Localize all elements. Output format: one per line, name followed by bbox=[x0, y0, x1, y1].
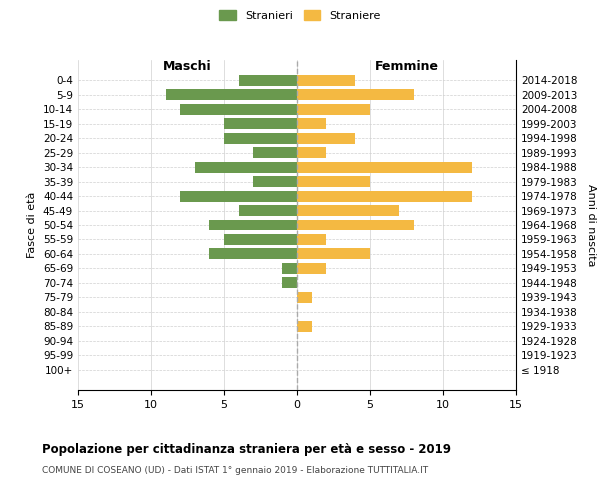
Bar bbox=[297, 148, 326, 158]
Bar bbox=[283, 263, 297, 274]
Y-axis label: Fasce di età: Fasce di età bbox=[28, 192, 37, 258]
Bar bbox=[297, 90, 414, 101]
Bar bbox=[297, 176, 370, 187]
Bar bbox=[180, 104, 297, 115]
Text: COMUNE DI COSEANO (UD) - Dati ISTAT 1° gennaio 2019 - Elaborazione TUTTITALIA.IT: COMUNE DI COSEANO (UD) - Dati ISTAT 1° g… bbox=[42, 466, 428, 475]
Bar bbox=[297, 321, 311, 332]
Bar bbox=[180, 190, 297, 202]
Bar bbox=[297, 133, 355, 143]
Bar bbox=[283, 278, 297, 288]
Bar bbox=[166, 90, 297, 101]
Bar bbox=[297, 248, 370, 260]
Text: Maschi: Maschi bbox=[163, 60, 212, 73]
Bar bbox=[209, 248, 297, 260]
Y-axis label: Anni di nascita: Anni di nascita bbox=[586, 184, 596, 266]
Bar bbox=[297, 220, 414, 230]
Bar bbox=[224, 234, 297, 245]
Text: Femmine: Femmine bbox=[374, 60, 439, 73]
Bar bbox=[209, 220, 297, 230]
Bar bbox=[224, 118, 297, 129]
Bar bbox=[297, 234, 326, 245]
Bar bbox=[253, 148, 297, 158]
Bar bbox=[224, 133, 297, 143]
Bar bbox=[297, 190, 472, 202]
Bar bbox=[297, 263, 326, 274]
Bar bbox=[297, 162, 472, 172]
Bar bbox=[239, 205, 297, 216]
Bar bbox=[195, 162, 297, 172]
Bar bbox=[297, 75, 355, 86]
Bar bbox=[297, 118, 326, 129]
Bar bbox=[297, 205, 399, 216]
Bar bbox=[297, 104, 370, 115]
Bar bbox=[239, 75, 297, 86]
Legend: Stranieri, Straniere: Stranieri, Straniere bbox=[215, 6, 385, 25]
Bar bbox=[297, 292, 311, 302]
Text: Popolazione per cittadinanza straniera per età e sesso - 2019: Popolazione per cittadinanza straniera p… bbox=[42, 442, 451, 456]
Bar bbox=[253, 176, 297, 187]
